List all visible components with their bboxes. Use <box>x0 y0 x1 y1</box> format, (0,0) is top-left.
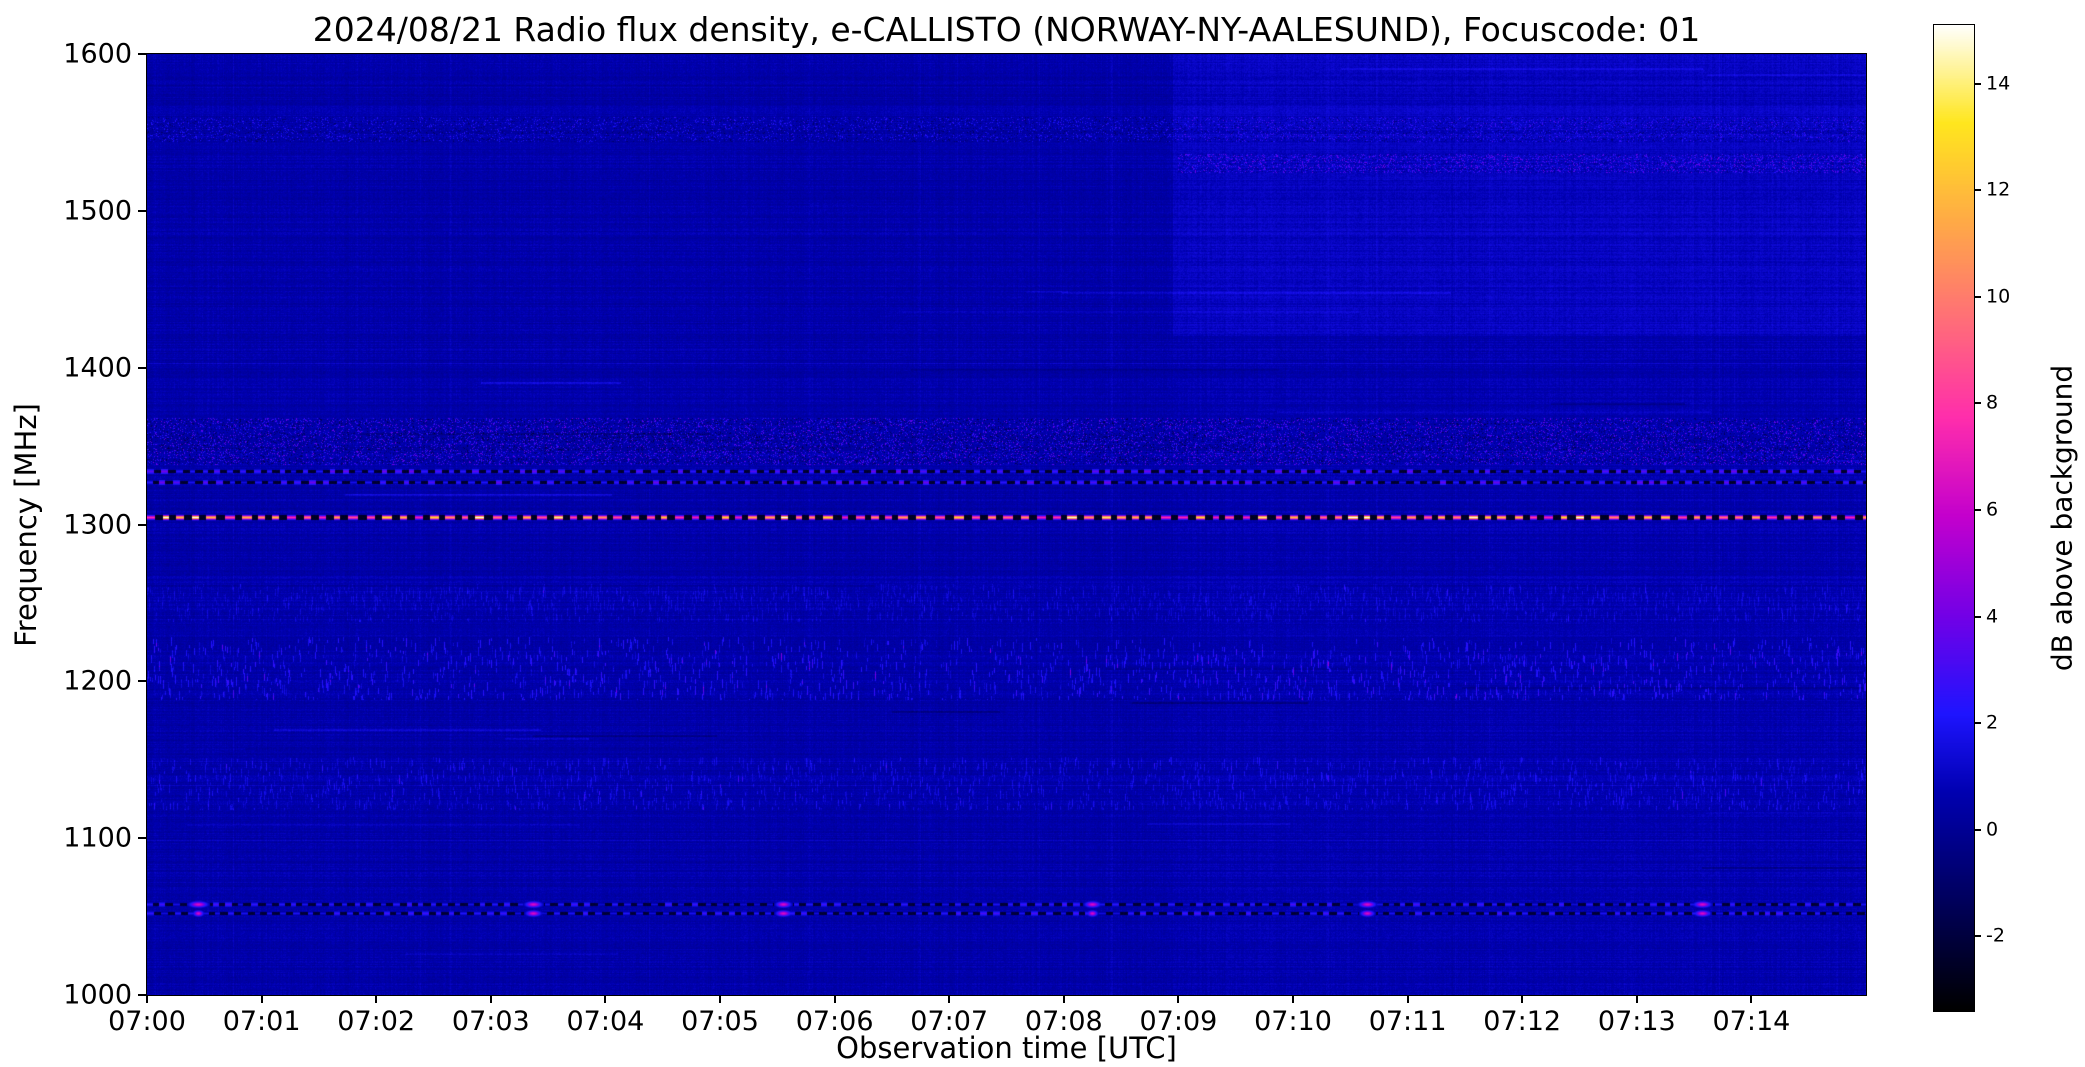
y-tick-mark <box>138 837 146 840</box>
y-tick-mark <box>138 994 146 996</box>
y-tick-mark <box>138 53 146 55</box>
colorbar-label: dB above background <box>2045 364 2079 672</box>
colorbar-tick-label: 12 <box>1986 178 2011 201</box>
x-tick-label: 07:12 <box>1483 1006 1562 1037</box>
colorbar-tick-mark <box>1974 935 1981 938</box>
colorbar-tick-mark <box>1974 615 1981 618</box>
x-tick-label: 07:03 <box>451 1006 530 1037</box>
x-tick-label: 07:04 <box>566 1006 645 1037</box>
y-tick-label: 1000 <box>63 979 132 1011</box>
x-tick-label: 07:00 <box>108 1006 186 1037</box>
colorbar-tick-label: 4 <box>1986 605 1999 628</box>
x-tick-label: 07:09 <box>1139 1006 1218 1037</box>
x-tick-mark <box>1750 995 1753 1003</box>
y-tick-label: 1400 <box>63 352 132 384</box>
x-tick-mark <box>1521 995 1524 1003</box>
x-tick-mark <box>604 995 607 1003</box>
colorbar-tick-mark <box>1974 722 1981 725</box>
colorbar-tick-label: 8 <box>1986 391 1999 414</box>
colorbar-tick-label: 0 <box>1986 818 1999 841</box>
x-tick-label: 07:11 <box>1368 1006 1447 1037</box>
y-tick-label: 1500 <box>63 195 132 227</box>
chart-title: 2024/08/21 Radio flux density, e-CALLIST… <box>312 10 1701 49</box>
colorbar-tick-label: -2 <box>1986 924 2005 947</box>
x-tick-label: 07:02 <box>337 1006 416 1037</box>
x-tick-mark <box>375 995 378 1003</box>
colorbar-tick-label: 6 <box>1986 498 1999 521</box>
x-tick-label: 07:10 <box>1254 1006 1332 1037</box>
x-tick-label: 07:13 <box>1597 1006 1676 1037</box>
y-tick-mark <box>138 366 146 369</box>
x-tick-mark <box>1406 995 1409 1003</box>
colorbar-tick-mark <box>1974 189 1981 192</box>
plot-area <box>145 52 1867 996</box>
x-tick-label: 07:07 <box>910 1006 989 1037</box>
y-tick-mark <box>138 680 146 683</box>
x-tick-label: 07:05 <box>681 1006 759 1037</box>
x-tick-mark <box>1292 995 1294 1003</box>
colorbar <box>1932 23 1975 1012</box>
x-tick-mark <box>948 995 951 1003</box>
colorbar-tick-mark <box>1974 82 1981 85</box>
x-tick-mark <box>1062 995 1065 1003</box>
colorbar-tick-label: 2 <box>1986 711 1999 734</box>
spectrogram-canvas <box>146 53 1866 995</box>
colorbar-tick-mark <box>1974 402 1981 405</box>
x-axis-label: Observation time [UTC] <box>836 1031 1177 1065</box>
x-tick-label: 07:06 <box>795 1006 874 1037</box>
x-tick-label: 07:14 <box>1712 1006 1791 1037</box>
y-tick-mark <box>138 523 146 526</box>
x-tick-mark <box>719 995 721 1003</box>
x-tick-mark <box>833 995 836 1003</box>
colorbar-tick-mark <box>1974 295 1981 298</box>
x-tick-mark <box>1635 995 1638 1003</box>
colorbar-tick-label: 14 <box>1986 72 2011 95</box>
x-tick-mark <box>489 995 492 1003</box>
colorbar-tick-label: 10 <box>1986 285 2011 308</box>
x-tick-mark <box>260 995 263 1003</box>
colorbar-tick-mark <box>1974 828 1981 831</box>
x-tick-label: 07:01 <box>222 1006 301 1037</box>
y-tick-label: 1300 <box>63 509 132 540</box>
x-tick-mark <box>1177 995 1180 1003</box>
x-tick-mark <box>146 995 148 1003</box>
colorbar-gradient-canvas <box>1933 24 1974 1011</box>
colorbar-tick-mark <box>1974 509 1981 511</box>
x-tick-label: 07:08 <box>1024 1006 1103 1037</box>
y-tick-mark <box>138 209 146 212</box>
y-tick-label: 1100 <box>63 822 132 854</box>
y-tick-label: 1200 <box>63 665 132 697</box>
y-tick-label: 1600 <box>63 38 132 70</box>
